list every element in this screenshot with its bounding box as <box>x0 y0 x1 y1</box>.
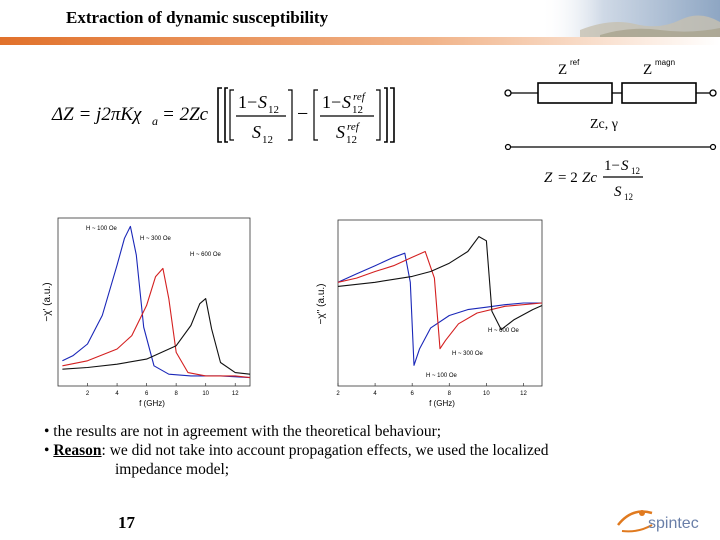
series-label-600: H ~ 600 Oe <box>190 252 222 258</box>
svg-text:12: 12 <box>268 104 279 116</box>
x-tick-label: 10 <box>483 391 490 397</box>
page-number: 17 <box>118 513 135 532</box>
annotation-100: H ~ 100 Oe <box>426 373 458 379</box>
svg-text:S: S <box>621 158 629 174</box>
bullet-agreement: • the results are not in agreement with … <box>44 423 442 440</box>
svg-text:−: − <box>297 103 308 125</box>
svg-text:1−: 1− <box>238 92 257 112</box>
x-tick-label: 2 <box>86 391 90 397</box>
chi-prime-chart: 2 4 6 8 10 12 −χ' (a.u.) f (GHz) H ~ 100 Oe H… <box>42 217 251 408</box>
series-label-300: H ~ 300 Oe <box>140 236 172 242</box>
series-line-0 <box>62 225 251 379</box>
svg-text:S: S <box>258 92 267 112</box>
series-label-100: H ~ 100 Oe <box>86 226 118 232</box>
svg-text:12: 12 <box>262 134 273 146</box>
slide-title: Extraction of dynamic susceptibility <box>66 8 329 27</box>
series-line-1 <box>337 250 543 350</box>
header-banner-line <box>0 37 720 45</box>
z-ref-resistor <box>537 82 613 104</box>
x-tick-label: 12 <box>520 391 527 397</box>
z-magn-resistor <box>621 82 697 104</box>
annotation-600: H ~ 600 Oe <box>488 328 520 334</box>
delta-z-equation: ΔZ = j2πKχ a = 2Zc 1− S 12 S 12 − 1− S r… <box>51 87 395 146</box>
x-tick-label: 4 <box>373 391 377 397</box>
z-equation: Z = 2 Zc 1− S 12 S 12 <box>544 158 643 202</box>
svg-text:ref: ref <box>347 121 361 133</box>
z-ref-superscript: ref <box>570 58 580 67</box>
svg-text:ΔZ = j2πKχ: ΔZ = j2πKχ <box>51 104 142 125</box>
x-tick-label: 6 <box>145 391 149 397</box>
svg-text:S: S <box>342 92 351 112</box>
svg-text:= 2: = 2 <box>558 170 578 186</box>
y-axis-label: −χ' (a.u.) <box>42 282 53 321</box>
svg-text:Zc: Zc <box>582 170 597 186</box>
z-magn-label: Z <box>643 62 652 78</box>
series-line-2 <box>62 298 251 375</box>
logo-swoosh-icon <box>617 510 653 526</box>
bullet-reason: • Reason: we did not take into account p… <box>44 442 549 459</box>
svg-text:Z: Z <box>544 170 553 186</box>
svg-text:S: S <box>614 184 622 200</box>
chi-double-prime-chart: 2 4 6 8 10 12 −χ'' (a.u.) f (GHz) H ~ 600 Oe … <box>316 219 543 408</box>
svg-text:S: S <box>336 122 345 142</box>
svg-text:1−: 1− <box>322 92 341 112</box>
series-line-1 <box>62 267 251 379</box>
x-axis-label: f (GHz) <box>139 399 165 408</box>
z-magn-superscript: magn <box>655 58 675 67</box>
svg-text:= 2Zc: = 2Zc <box>162 104 209 125</box>
chart-frame <box>57 217 251 387</box>
z-ref-label: Z <box>558 62 567 78</box>
x-axis-label: f (GHz) <box>429 399 455 408</box>
x-tick-label: 8 <box>174 391 178 397</box>
spintec-logo: spintec <box>617 510 699 533</box>
reason-label: Reason <box>53 442 102 459</box>
x-tick-label: 6 <box>411 391 415 397</box>
x-tick-label: 8 <box>448 391 452 397</box>
svg-text:12: 12 <box>631 166 640 176</box>
svg-text:1−: 1− <box>604 158 620 174</box>
bullet-reason-continued: impedance model; <box>115 461 230 478</box>
svg-text:12: 12 <box>352 104 363 116</box>
series-line-2 <box>337 236 543 331</box>
svg-text:12: 12 <box>624 192 633 202</box>
annotation-300: H ~ 300 Oe <box>452 351 484 357</box>
x-tick-label: 10 <box>202 391 209 397</box>
svg-text:12: 12 <box>346 134 357 146</box>
logo-text: spintec <box>648 515 699 532</box>
x-tick-label: 12 <box>232 391 239 397</box>
svg-text:ref: ref <box>353 91 367 103</box>
line-impedance-label: Zc, γ <box>590 117 618 132</box>
svg-text:S: S <box>252 122 261 142</box>
conclusion-bullets: • the results are not in agreement with … <box>44 422 684 479</box>
svg-text:a: a <box>152 114 158 128</box>
transmission-line-circuit: Z ref Z magn Zc, γ <box>504 58 717 150</box>
x-tick-label: 2 <box>336 391 340 397</box>
y-axis-label: −χ'' (a.u.) <box>316 283 327 324</box>
chart-frame <box>337 219 543 387</box>
header-landscape-image <box>540 0 720 40</box>
series-line-0 <box>337 252 542 366</box>
x-tick-label: 4 <box>115 391 119 397</box>
